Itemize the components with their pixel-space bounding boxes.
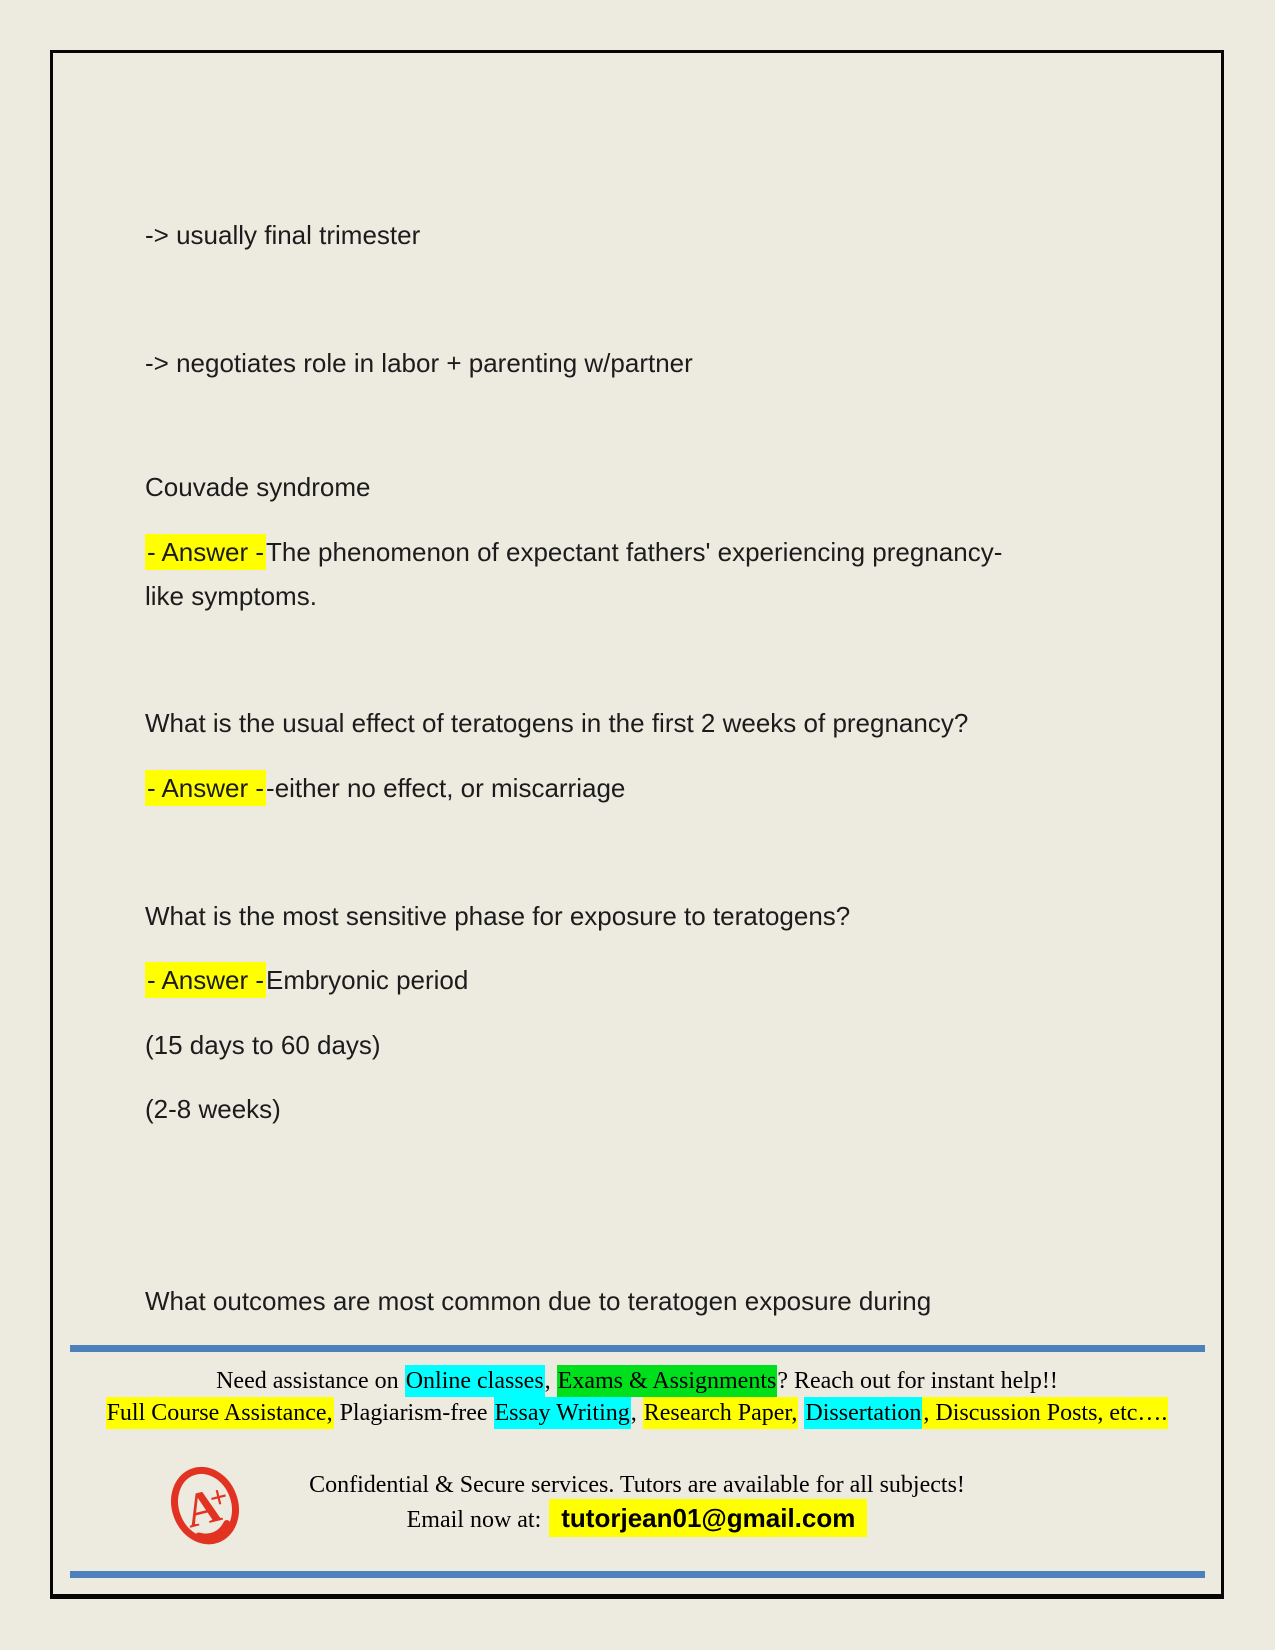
email-label: Email now at: bbox=[406, 1507, 542, 1533]
ad-highlight-exams-assignments: Exams & Assignments bbox=[556, 1365, 778, 1397]
ad-highlight-dissertation: Dissertation bbox=[804, 1397, 923, 1429]
answer-note: (15 days to 60 days) bbox=[145, 1030, 381, 1060]
ad-text: , bbox=[544, 1368, 557, 1394]
note-line: -> usually final trimester bbox=[145, 220, 421, 250]
answer-text: -either no effect, or miscarriage bbox=[266, 773, 626, 803]
page-border-frame bbox=[50, 50, 1224, 1599]
ad-highlight-essay-writing: Essay Writing bbox=[493, 1397, 631, 1429]
ad-text: Need assistance on bbox=[216, 1368, 405, 1394]
ad-highlight-full-course: Full Course Assistance, bbox=[105, 1397, 334, 1429]
flashcard-question: What is the usual effect of teratogens i… bbox=[145, 708, 969, 738]
ad-text: Plagiarism-free bbox=[333, 1400, 494, 1426]
answer-note: (2-8 weeks) bbox=[145, 1094, 281, 1124]
ad-highlight-online-classes: Online classes bbox=[404, 1365, 545, 1397]
ad-text: , bbox=[630, 1400, 643, 1426]
ad-highlight-research-paper: Research Paper, bbox=[642, 1397, 799, 1429]
ad-highlight-discussion-posts: , Discussion Posts, etc…. bbox=[922, 1397, 1169, 1429]
flashcard-question: What is the most sensitive phase for exp… bbox=[145, 901, 851, 931]
confidential-services-text: Confidential & Secure services. Tutors a… bbox=[309, 1472, 965, 1498]
divider-line-top bbox=[70, 1345, 1205, 1352]
answer-label-highlight: - Answer - bbox=[145, 770, 267, 806]
answer-text: The phenomenon of expectant fathers' exp… bbox=[145, 537, 1003, 611]
flashcard-answer: - Answer -The phenomenon of expectant fa… bbox=[145, 530, 1025, 618]
email-contact-line: Email now at: tutorjean01@gmail.com bbox=[53, 1499, 1221, 1537]
note-line: -> negotiates role in labor + parenting … bbox=[145, 348, 693, 378]
ad-text: ? Reach out for instant help!! bbox=[777, 1368, 1058, 1394]
email-address-highlight: tutorjean01@gmail.com bbox=[549, 1499, 868, 1537]
ad-text-line2: Full Course Assistance, Plagiarism-free … bbox=[53, 1397, 1221, 1429]
answer-label-highlight: - Answer - bbox=[145, 962, 267, 998]
flashcard-question: Couvade syndrome bbox=[145, 472, 371, 502]
answer-label-highlight: - Answer - bbox=[145, 534, 267, 570]
ad-text-line1: Need assistance on Online classes, Exams… bbox=[53, 1365, 1221, 1397]
divider-line-bottom bbox=[70, 1571, 1205, 1578]
a-plus-grade-logo-icon: A + bbox=[166, 1460, 244, 1552]
answer-text: Embryonic period bbox=[266, 965, 469, 995]
flashcard-answer: - Answer -Embryonic period bbox=[145, 962, 469, 998]
flashcard-question-partial: What outcomes are most common due to ter… bbox=[145, 1286, 932, 1316]
flashcard-answer: - Answer --either no effect, or miscarri… bbox=[145, 770, 626, 806]
